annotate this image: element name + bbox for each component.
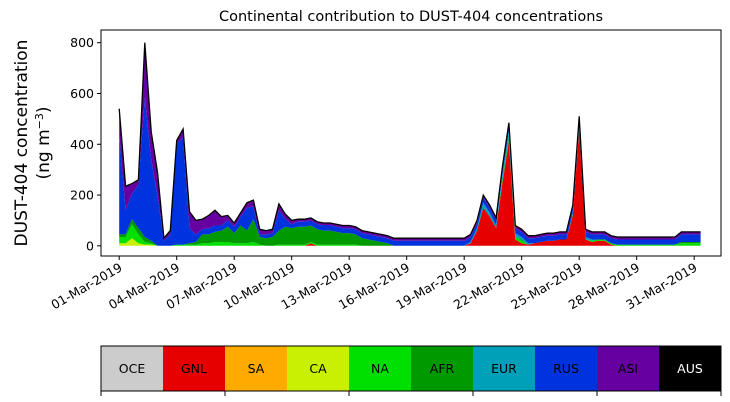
color-legend: OCE GNL SA CA NA AFR EUR RUS ASI AUS [100, 345, 722, 396]
y-axis-unit-close: ) [34, 106, 54, 113]
stacked-areas [118, 42, 701, 246]
y-axis-label-line1: DUST-404 concentration [12, 40, 32, 247]
area-asi [119, 42, 701, 241]
legend-swatch-sa [225, 346, 287, 391]
legend-swatch-na [349, 346, 411, 391]
legend-swatch-oce [101, 346, 163, 391]
legend-swatch-ca [287, 346, 349, 391]
y-tick-label: 600 [70, 86, 94, 101]
legend-swatch-rus [535, 346, 597, 391]
legend-label-asi: ASI [618, 361, 638, 376]
legend-swatch-asi [597, 346, 659, 391]
legend-swatch-aus [659, 346, 721, 391]
legend-label-ca: CA [309, 361, 327, 376]
plot-frame [100, 29, 722, 257]
legend-label-eur: EUR [491, 361, 517, 376]
y-axis: 0 200 400 600 800 [70, 35, 101, 253]
legend-label-rus: RUS [553, 361, 579, 376]
y-axis-unit-exponent: −3 [33, 113, 46, 129]
legend-label-afr: AFR [430, 361, 455, 376]
legend-label-gnl: GNL [181, 361, 207, 376]
y-axis-unit: (ng m [34, 129, 54, 179]
legend-label-aus: AUS [677, 361, 703, 376]
y-tick-label: 800 [70, 35, 94, 50]
chart-title: Continental contribution to DUST-404 con… [219, 9, 603, 25]
x-axis: 01-Mar-201904-Mar-201907-Mar-201910-Mar-… [48, 256, 700, 312]
area-rus [119, 97, 701, 246]
plot-border [100, 29, 722, 257]
y-tick-label: 400 [70, 137, 94, 152]
total-line [118, 42, 701, 240]
y-tick-label: 0 [86, 238, 94, 253]
legend-swatch-gnl [163, 346, 225, 391]
legend-label-na: NA [371, 361, 389, 376]
y-axis-label: DUST-404 concentration (ng m−3) [12, 40, 54, 247]
legend-label-oce: OCE [119, 361, 146, 376]
legend-swatch-eur [473, 346, 535, 391]
y-axis-label-line2: (ng m−3) [33, 106, 55, 179]
legend-label-sa: SA [248, 361, 265, 376]
legend-border [100, 345, 722, 392]
y-tick-label: 200 [70, 188, 94, 203]
legend-swatch-afr [411, 346, 473, 391]
